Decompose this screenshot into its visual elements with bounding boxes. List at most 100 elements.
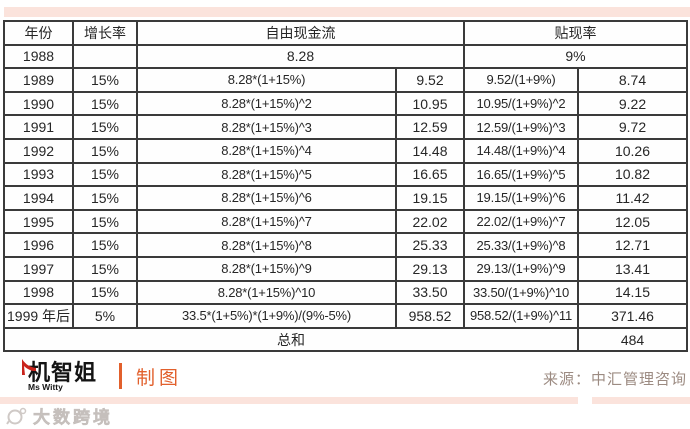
growth-cell: 15% — [72, 114, 138, 140]
fcf-formula-cell: 8.28*(1+15%)^9 — [136, 255, 397, 282]
credit-divider — [119, 363, 123, 389]
source-label: 来源：中汇管理咨询 — [542, 371, 687, 388]
fcf-formula-cell: 33.5*(1+5%)*(1+9%)/(9%-5%) — [136, 303, 397, 329]
table-row: 1996 15% 8.28*(1+15%)^8 25.33 25.33/(1+9… — [3, 232, 688, 258]
table-row: 1991 15% 8.28*(1+15%)^3 12.59 12.59/(1+9… — [3, 114, 688, 140]
discount-value-cell: 9.72 — [577, 114, 688, 140]
fcf-formula-cell: 8.28*(1+15%)^6 — [136, 185, 397, 211]
footer-logo-area: 机智姐 Ms Witty 制图 — [22, 358, 183, 394]
year-cell: 1998 — [3, 279, 74, 306]
discount-value-cell: 371.46 — [577, 303, 688, 329]
growth-cell: 5% — [72, 303, 138, 329]
growth-cell: 15% — [72, 185, 138, 211]
discount-rate-cell: 9% — [463, 43, 688, 70]
watermark-text: 大数跨境 — [33, 408, 113, 428]
col-header-growth: 增长率 — [72, 20, 138, 46]
discount-formula-cell: 14.48/(1+9%)^4 — [463, 137, 579, 164]
table-row: 1990 15% 8.28*(1+15%)^2 10.95 10.95/(1+9… — [3, 90, 688, 117]
discount-formula-cell: 958.52/(1+9%)^11 — [463, 303, 579, 329]
header-row: 年份 增长率 自由现金流 贴现率 — [3, 20, 688, 46]
fcf-formula-cell: 8.28*(1+15%) — [136, 67, 397, 93]
discount-value-cell: 10.26 — [577, 137, 688, 164]
discount-formula-cell: 29.13/(1+9%)^9 — [463, 255, 579, 282]
table-row: 1992 15% 8.28*(1+15%)^4 14.48 14.48/(1+9… — [3, 137, 688, 164]
discount-value-cell: 9.22 — [577, 90, 688, 117]
table-row: 1997 15% 8.28*(1+15%)^9 29.13 29.13/(1+9… — [3, 255, 688, 282]
discount-value-cell: 12.05 — [577, 208, 688, 235]
col-header-year: 年份 — [3, 20, 74, 46]
bottom-pink-strip-right — [592, 397, 690, 404]
fcf-value-cell: 33.50 — [395, 279, 465, 306]
total-label-cell: 总和 — [3, 326, 579, 353]
fcf-formula-cell: 8.28*(1+15%)^3 — [136, 114, 397, 140]
fcf-formula-cell: 8.28*(1+15%)^8 — [136, 232, 397, 258]
bottom-pink-strip-left — [0, 397, 578, 404]
fcf-value-cell: 22.02 — [395, 208, 465, 235]
discount-formula-cell: 19.15/(1+9%)^6 — [463, 185, 579, 211]
discount-formula-cell: 33.50/(1+9%)^10 — [463, 279, 579, 306]
growth-cell: 15% — [72, 137, 138, 164]
year-cell: 1996 — [3, 232, 74, 258]
top-pink-band — [4, 7, 690, 17]
discount-value-cell: 10.82 — [577, 161, 688, 188]
discount-formula-cell: 22.02/(1+9%)^7 — [463, 208, 579, 235]
year-cell: 1988 — [3, 43, 74, 70]
dcf-table: 年份 增长率 自由现金流 贴现率 1988 8.28 9% 1989 15% 8… — [3, 20, 688, 353]
growth-cell: 15% — [72, 232, 138, 258]
fcf-formula-cell: 8.28*(1+15%)^7 — [136, 208, 397, 235]
discount-formula-cell: 16.65/(1+9%)^5 — [463, 161, 579, 188]
fcf-formula-cell: 8.28*(1+15%)^5 — [136, 161, 397, 188]
discount-value-cell: 11.42 — [577, 185, 688, 211]
fcf-value-cell: 10.95 — [395, 90, 465, 117]
discount-value-cell: 12.71 — [577, 232, 688, 258]
logo-text-cn: 机智姐 — [28, 360, 98, 385]
year-cell: 1994 — [3, 185, 74, 211]
col-header-discount: 贴现率 — [463, 20, 688, 46]
fcf-value-cell: 16.65 — [395, 161, 465, 188]
growth-cell: 15% — [72, 255, 138, 282]
discount-value-cell: 8.74 — [577, 67, 688, 93]
discount-formula-cell: 9.52/(1+9%) — [463, 67, 579, 93]
table-row: 1999 年后 5% 33.5*(1+5%)*(1+9%)/(9%-5%) 95… — [3, 303, 688, 329]
year-cell: 1991 — [3, 114, 74, 140]
fcf-value-cell: 9.52 — [395, 67, 465, 93]
growth-cell — [72, 43, 138, 70]
discount-value-cell: 14.15 — [577, 279, 688, 306]
fcf-value-cell: 19.15 — [395, 185, 465, 211]
growth-cell: 15% — [72, 208, 138, 235]
fcf-formula-cell: 8.28*(1+15%)^10 — [136, 279, 397, 306]
year-cell: 1999 年后 — [3, 303, 74, 329]
fcf-formula-cell: 8.28*(1+15%)^2 — [136, 90, 397, 117]
discount-value-cell: 13.41 — [577, 255, 688, 282]
dashu-logo-icon — [6, 407, 27, 425]
base-year-row: 1988 8.28 9% — [3, 43, 688, 70]
year-cell: 1993 — [3, 161, 74, 188]
col-header-fcf: 自由现金流 — [136, 20, 465, 46]
mswitty-logo: 机智姐 Ms Witty — [22, 359, 98, 392]
watermark: 大数跨境 — [6, 403, 113, 428]
discount-formula-cell: 25.33/(1+9%)^8 — [463, 232, 579, 258]
year-cell: 1989 — [3, 67, 74, 93]
table-row: 1995 15% 8.28*(1+15%)^7 22.02 22.02/(1+9… — [3, 208, 688, 235]
table-row: 1989 15% 8.28*(1+15%) 9.52 9.52/(1+9%) 8… — [3, 67, 688, 93]
fcf-value-cell: 14.48 — [395, 137, 465, 164]
table-row: 1993 15% 8.28*(1+15%)^5 16.65 16.65/(1+9… — [3, 161, 688, 188]
credit-label: 制图 — [136, 367, 183, 389]
discount-formula-cell: 10.95/(1+9%)^2 — [463, 90, 579, 117]
fcf-value-cell: 12.59 — [395, 114, 465, 140]
year-cell: 1992 — [3, 137, 74, 164]
fcf-base-cell: 8.28 — [136, 43, 465, 70]
growth-cell: 15% — [72, 67, 138, 93]
table-body: 年份 增长率 自由现金流 贴现率 1988 8.28 9% 1989 15% 8… — [3, 20, 688, 353]
growth-cell: 15% — [72, 90, 138, 117]
discount-formula-cell: 12.59/(1+9%)^3 — [463, 114, 579, 140]
table-row: 1998 15% 8.28*(1+15%)^10 33.50 33.50/(1+… — [3, 279, 688, 306]
growth-cell: 15% — [72, 161, 138, 188]
fcf-value-cell: 958.52 — [395, 303, 465, 329]
fcf-formula-cell: 8.28*(1+15%)^4 — [136, 137, 397, 164]
year-cell: 1997 — [3, 255, 74, 282]
year-cell: 1990 — [3, 90, 74, 117]
table-row: 1994 15% 8.28*(1+15%)^6 19.15 19.15/(1+9… — [3, 185, 688, 211]
total-value-cell: 484 — [577, 326, 688, 353]
fcf-value-cell: 25.33 — [395, 232, 465, 258]
